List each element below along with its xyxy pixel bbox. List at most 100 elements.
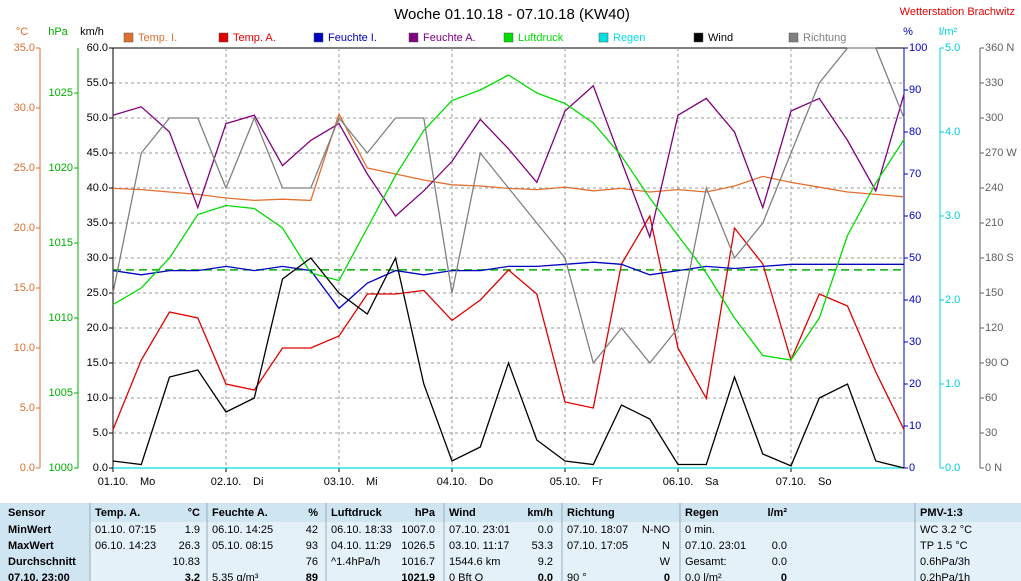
station-name: Wetterstation Brachwitz bbox=[900, 6, 1015, 18]
legend-label: Temp. I. bbox=[138, 32, 177, 44]
table-label-background bbox=[0, 503, 90, 581]
y-tick-label: 0 bbox=[909, 462, 915, 474]
row-label: 07.10. 23:00 bbox=[8, 572, 70, 581]
table-cell: ^1.4hPa/h bbox=[331, 556, 380, 568]
table-cell: Gesamt: bbox=[685, 556, 727, 568]
y-tick-label: 10.0 bbox=[14, 342, 35, 354]
table-cell: 0.0 bbox=[772, 556, 787, 568]
table-cell: 0 Bft O bbox=[449, 572, 484, 581]
x-tick-label: 06.10. bbox=[663, 476, 694, 488]
table-cell: 05.10. 08:15 bbox=[212, 540, 273, 552]
table-cell: 0.6hPa/3h bbox=[920, 556, 970, 568]
table-cell: 0 bbox=[781, 572, 787, 581]
table-cell: 53.3 bbox=[532, 540, 553, 552]
table-unit: °C bbox=[188, 507, 200, 519]
series-line bbox=[112, 214, 905, 430]
table-cell: 04.10. 11:29 bbox=[331, 540, 391, 552]
y-tick-label: 1005 bbox=[49, 387, 73, 399]
y-tick-label: 90 O bbox=[985, 357, 1009, 369]
row-label: MaxWert bbox=[8, 540, 54, 552]
y-tick-label: 25.0 bbox=[14, 162, 35, 174]
table-cell: 07.10. 18:07 bbox=[567, 524, 628, 536]
table-cell: 5.35 g/m³ bbox=[212, 572, 259, 581]
table-header: Regen bbox=[685, 507, 719, 519]
table-cell: 0 bbox=[664, 572, 670, 581]
table-cell: 06.10. 14:25 bbox=[212, 524, 273, 536]
y-tick-label: 20.0 bbox=[87, 322, 108, 334]
y-tick-label: 90 bbox=[909, 84, 921, 96]
y-tick-label: 30 bbox=[985, 427, 997, 439]
day-label: Mo bbox=[140, 476, 155, 488]
y-tick-label: 30.0 bbox=[87, 252, 108, 264]
legend-swatch bbox=[503, 32, 514, 43]
table-cell: 1.9 bbox=[185, 524, 200, 536]
table-cell: 0.0 l/m² bbox=[685, 572, 722, 581]
axis-unit: hPa bbox=[48, 26, 68, 38]
table-cell: 07.10. 23:01 bbox=[685, 540, 746, 552]
table-header: Luftdruck bbox=[331, 507, 383, 519]
y-tick-label: 150 bbox=[985, 287, 1003, 299]
table-cell: 0.2hPa/1h bbox=[920, 572, 970, 581]
table-cell: 9.2 bbox=[538, 556, 553, 568]
y-tick-label: 5.0 bbox=[945, 42, 960, 54]
series-line bbox=[112, 74, 905, 361]
y-tick-label: 0 N bbox=[985, 462, 1002, 474]
legend-swatch bbox=[218, 32, 229, 43]
x-tick-label: 03.10. bbox=[324, 476, 355, 488]
table-cell: WC 3.2 °C bbox=[920, 524, 972, 536]
table-cell: 93 bbox=[306, 540, 318, 552]
y-tick-label: 50.0 bbox=[87, 112, 108, 124]
y-tick-label: 0.0 bbox=[93, 462, 108, 474]
y-tick-label: 330 bbox=[985, 77, 1003, 89]
table-header: Temp. A. bbox=[95, 507, 140, 519]
y-tick-label: 40.0 bbox=[87, 182, 108, 194]
y-tick-label: 0.0 bbox=[945, 462, 960, 474]
day-label: So bbox=[818, 476, 831, 488]
table-cell: 1544.6 km bbox=[449, 556, 500, 568]
y-tick-label: 50 bbox=[909, 252, 921, 264]
y-tick-label: 1015 bbox=[49, 237, 73, 249]
table-header-background bbox=[0, 503, 1021, 522]
legend-swatch bbox=[693, 32, 704, 43]
y-tick-label: 5.0 bbox=[93, 427, 108, 439]
legend-label: Wind bbox=[708, 32, 733, 44]
y-tick-label: 100 bbox=[909, 42, 927, 54]
table-cell: W bbox=[660, 556, 671, 568]
table-cell: 90 ° bbox=[567, 572, 587, 581]
y-tick-label: 10.0 bbox=[87, 392, 108, 404]
table-cell: 10.83 bbox=[172, 556, 200, 568]
table-cell: 03.10. 11:17 bbox=[449, 540, 509, 552]
y-tick-label: 4.0 bbox=[945, 126, 960, 138]
table-cell: 06.10. 14:23 bbox=[95, 540, 156, 552]
table-cell: 07.10. 17:05 bbox=[567, 540, 628, 552]
legend-swatch bbox=[788, 32, 799, 43]
table-header: Wind bbox=[449, 507, 476, 519]
y-tick-label: 45.0 bbox=[87, 147, 108, 159]
row-label: Durchschnitt bbox=[8, 556, 76, 568]
table-cell: 0.0 bbox=[772, 540, 787, 552]
y-tick-label: 40 bbox=[909, 294, 921, 306]
chart-title: Woche 01.10.18 - 07.10.18 (KW40) bbox=[394, 6, 630, 23]
row-label: MinWert bbox=[8, 524, 52, 536]
legend-label: Luftdruck bbox=[518, 32, 564, 44]
table-cell: TP 1.5 °C bbox=[920, 540, 968, 552]
legend-swatch bbox=[313, 32, 324, 43]
table-cell: 76 bbox=[306, 556, 318, 568]
y-tick-label: 300 bbox=[985, 112, 1003, 124]
y-tick-label: 3.0 bbox=[945, 210, 960, 222]
table-cell: 42 bbox=[306, 524, 318, 536]
day-label: Di bbox=[253, 476, 263, 488]
x-tick-label: 01.10. bbox=[98, 476, 129, 488]
table-cell: 3.2 bbox=[185, 572, 200, 581]
series-line bbox=[112, 84, 905, 240]
table-header: Richtung bbox=[567, 507, 615, 519]
table-cell: 89 bbox=[306, 572, 318, 581]
table-cell: 1021.9 bbox=[401, 572, 435, 581]
y-tick-label: 1020 bbox=[49, 162, 73, 174]
x-tick-label: 04.10. bbox=[437, 476, 468, 488]
day-label: Do bbox=[479, 476, 493, 488]
axis-unit: °C bbox=[16, 26, 28, 38]
table-unit: km/h bbox=[527, 507, 553, 519]
axis-unit: % bbox=[903, 26, 913, 38]
series-line bbox=[112, 261, 904, 310]
